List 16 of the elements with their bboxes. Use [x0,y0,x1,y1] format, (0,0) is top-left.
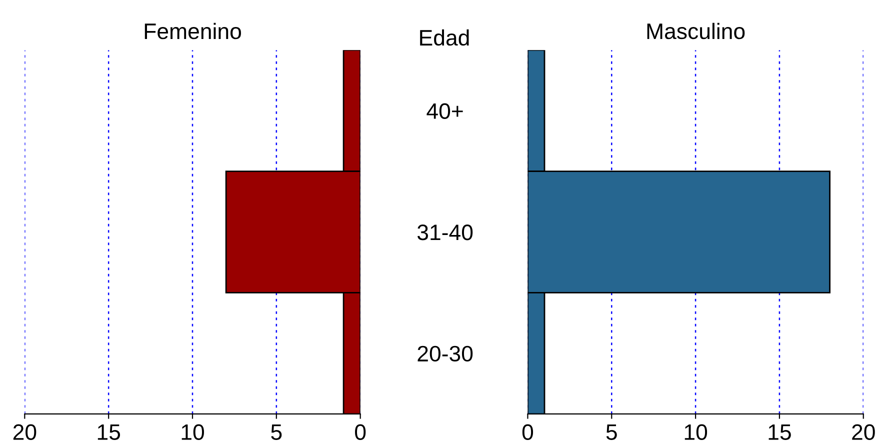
x-tick-label: 20 [852,424,875,440]
text: Edad [420,29,469,46]
x-tick-label: 0 [522,424,534,440]
x-tick-label: 5 [271,424,282,440]
x-tick-label: 5 [606,424,617,440]
x-tick-label: 15 [768,424,791,440]
y-tick-label: 20-30 [418,346,473,362]
x-tick-label: 15 [98,424,120,440]
chart-title: Masculino [647,22,745,40]
y-tick-label: 31-40 [417,224,473,240]
y-tick-label: 40+ [426,103,463,119]
x-tick-label: 10 [182,424,204,440]
x-tick-label: 10 [684,424,708,440]
chart-title: Femenino [144,22,241,40]
x-tick-label: 0 [355,424,366,440]
x-tick-label: 20 [13,424,36,440]
